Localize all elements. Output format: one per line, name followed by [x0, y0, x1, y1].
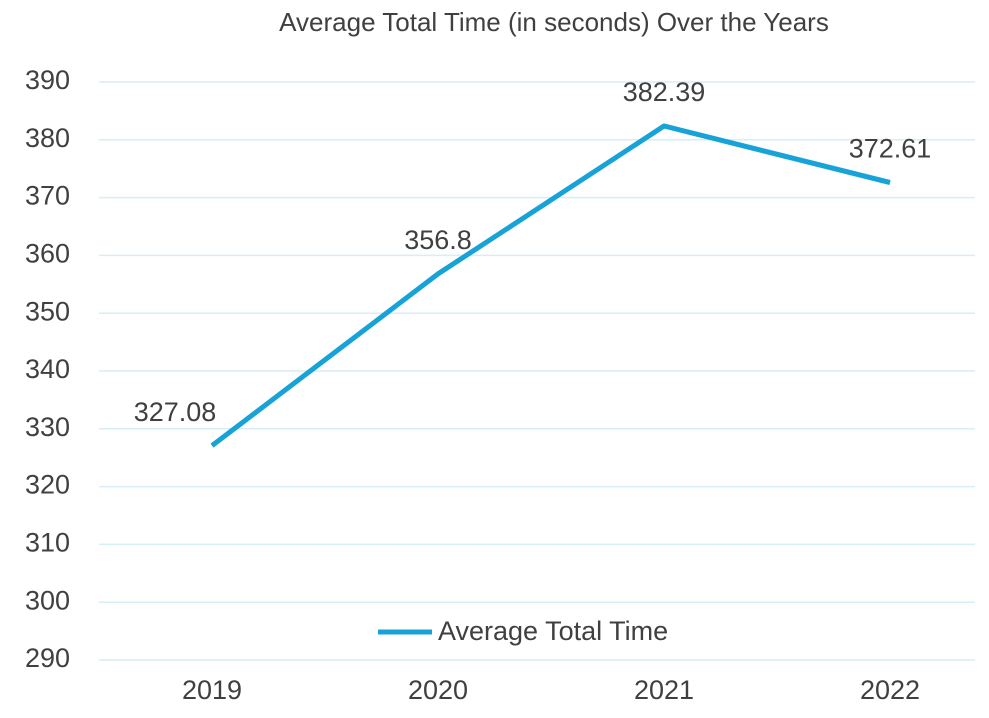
x-tick-label: 2019	[182, 675, 242, 705]
legend-label: Average Total Time	[438, 616, 668, 646]
y-tick-label: 310	[25, 528, 70, 558]
data-label: 356.8	[404, 225, 472, 255]
y-tick-label: 370	[25, 181, 70, 211]
x-tick-label: 2020	[408, 675, 468, 705]
x-tick-label: 2022	[860, 675, 920, 705]
y-tick-label: 330	[25, 412, 70, 442]
y-tick-label: 300	[25, 585, 70, 615]
x-tick-label: 2021	[634, 675, 694, 705]
data-label: 372.61	[849, 134, 932, 164]
y-tick-label: 340	[25, 354, 70, 384]
y-tick-label: 380	[25, 123, 70, 153]
data-label: 327.08	[134, 397, 217, 427]
y-tick-label: 390	[25, 65, 70, 95]
data-label: 382.39	[623, 77, 706, 107]
data-line	[210, 123, 891, 448]
y-tick-label: 290	[25, 643, 70, 673]
y-tick-label: 360	[25, 239, 70, 269]
y-tick-label: 350	[25, 296, 70, 326]
chart-title: Average Total Time (in seconds) Over the…	[279, 7, 829, 37]
y-tick-label: 320	[25, 470, 70, 500]
